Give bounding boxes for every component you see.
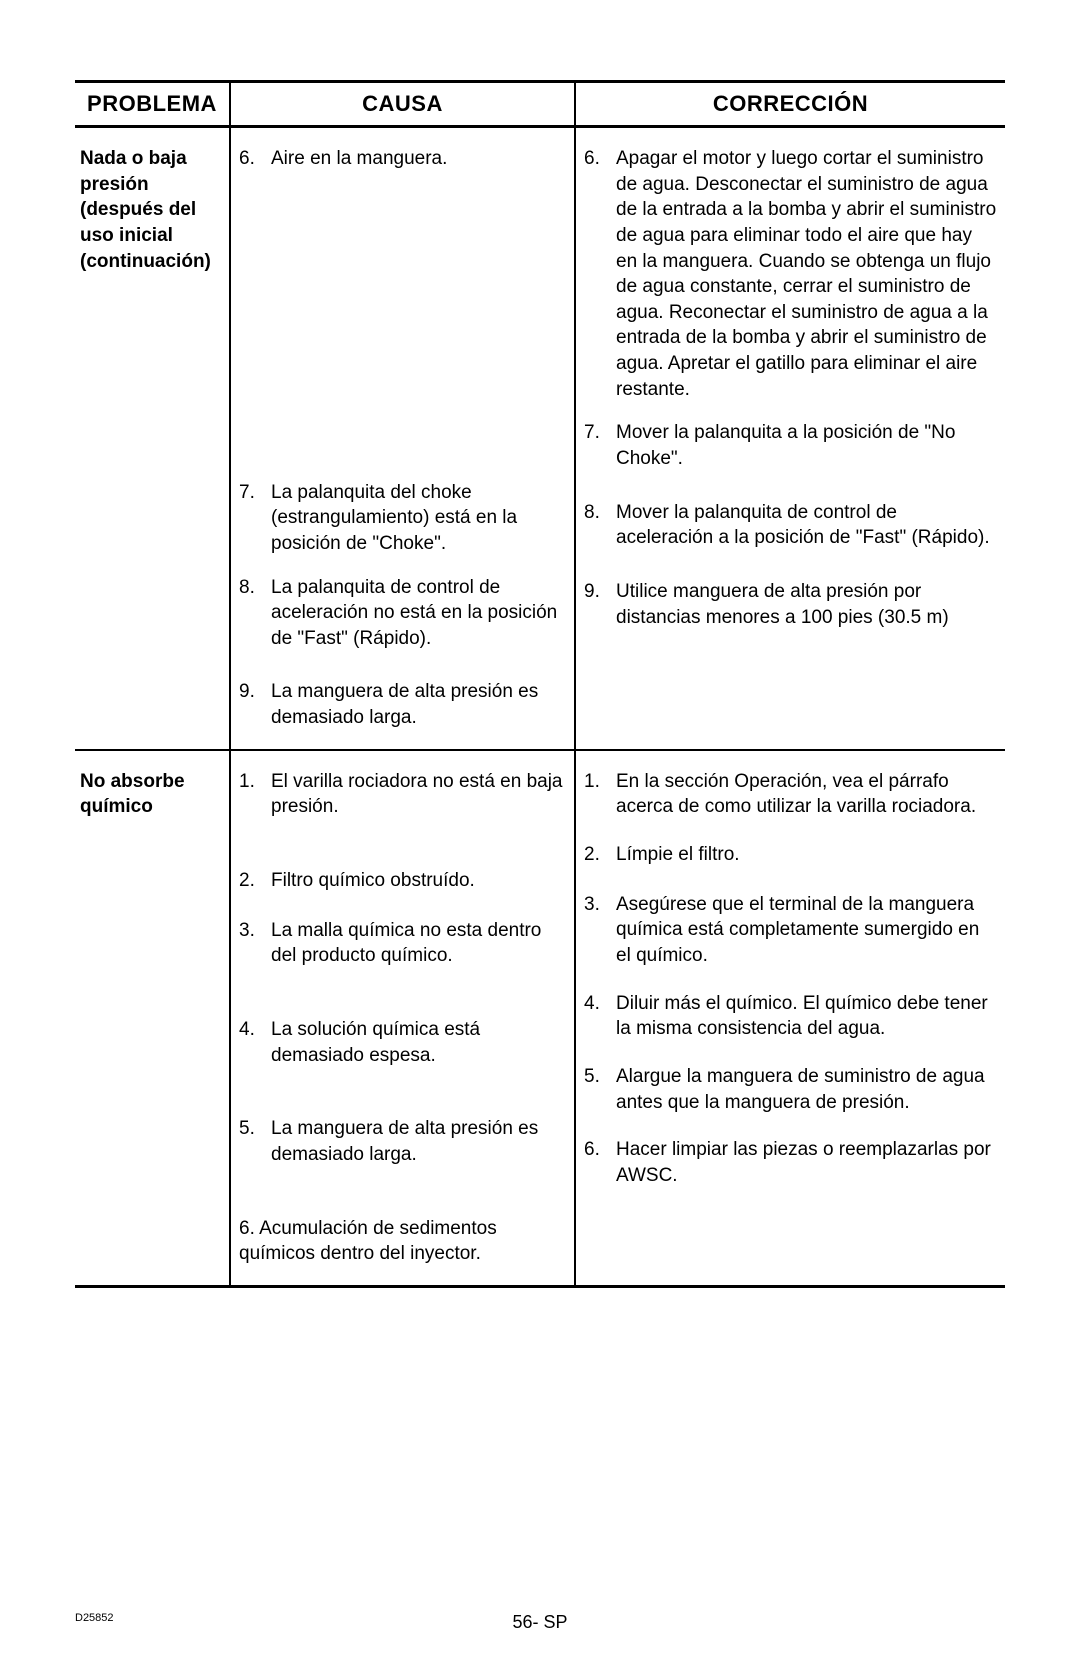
correccion-item: 7. Mover la palanquita a la posición de … bbox=[584, 420, 997, 471]
item-number: 9. bbox=[584, 579, 616, 630]
causa-cell: 1. El varilla rociadora no está en baja … bbox=[230, 750, 575, 1287]
item-text: Utilice manguera de alta presión por dis… bbox=[616, 579, 997, 630]
item-text: Aire en la manguera. bbox=[271, 146, 566, 172]
causa-item: 6. Aire en la manguera. bbox=[239, 146, 566, 172]
item-text: Apagar el motor y luego cortar el sumini… bbox=[616, 146, 997, 402]
item-text: Mover la palanquita a la posición de "No… bbox=[616, 420, 997, 471]
problem-cell: No absorbe químico bbox=[75, 750, 230, 1287]
item-text: La palanquita de control de aceleración … bbox=[271, 575, 566, 652]
item-number: 6. bbox=[584, 1137, 616, 1188]
item-number: 6. bbox=[239, 146, 271, 172]
correccion-item: 5. Alargue la manguera de suministro de … bbox=[584, 1064, 997, 1115]
page-footer: D25852 56- SP bbox=[75, 1612, 1005, 1624]
table-row: Nada o baja presión (después del uso ini… bbox=[75, 127, 1005, 750]
causa-cell: 6. Aire en la manguera. 7. La palanquita… bbox=[230, 127, 575, 750]
document-id: D25852 bbox=[75, 1612, 114, 1624]
item-text: Alargue la manguera de suministro de agu… bbox=[616, 1064, 997, 1115]
problem-cell: Nada o baja presión (después del uso ini… bbox=[75, 127, 230, 750]
item-text: La palanquita del choke (estrangulamient… bbox=[271, 480, 566, 557]
correccion-item: 6. Hacer limpiar las piezas o reemplazar… bbox=[584, 1137, 997, 1188]
causa-item: 6. Acumulación de sedimentos químicos de… bbox=[239, 1216, 566, 1267]
item-number: 1. bbox=[584, 769, 616, 820]
item-number: 1. bbox=[239, 769, 271, 820]
item-text: Acumulación de sedimentos químicos dentr… bbox=[239, 1218, 497, 1265]
item-number: 5. bbox=[584, 1064, 616, 1115]
page-number: 56- SP bbox=[512, 1612, 567, 1633]
item-text: La solución química está demasiado espes… bbox=[271, 1017, 566, 1068]
item-number: 7. bbox=[239, 480, 271, 557]
item-number: 6. bbox=[584, 146, 616, 402]
item-text: La malla química no esta dentro del prod… bbox=[271, 918, 566, 969]
causa-item: 1. El varilla rociadora no está en baja … bbox=[239, 769, 566, 820]
item-number: 8. bbox=[584, 500, 616, 551]
item-text: Límpie el filtro. bbox=[616, 842, 997, 868]
causa-item: 7. La palanquita del choke (estrangulami… bbox=[239, 480, 566, 557]
header-causa: CAUSA bbox=[230, 82, 575, 127]
table-row: No absorbe químico 1. El varilla rociado… bbox=[75, 750, 1005, 1287]
correccion-item: 2. Límpie el filtro. bbox=[584, 842, 997, 868]
item-number: 2. bbox=[584, 842, 616, 868]
correccion-item: 1. En la sección Operación, vea el párra… bbox=[584, 769, 997, 820]
item-text: En la sección Operación, vea el párrafo … bbox=[616, 769, 997, 820]
item-text: Hacer limpiar las piezas o reemplazarlas… bbox=[616, 1137, 997, 1188]
causa-item: 8. La palanquita de control de aceleraci… bbox=[239, 575, 566, 652]
header-correccion: CORRECCIÓN bbox=[575, 82, 1005, 127]
item-number: 4. bbox=[239, 1017, 271, 1068]
item-number: 5. bbox=[239, 1116, 271, 1167]
item-number: 7. bbox=[584, 420, 616, 471]
item-number: 2. bbox=[239, 868, 271, 894]
correccion-item: 6. Apagar el motor y luego cortar el sum… bbox=[584, 146, 997, 402]
item-text: Diluir más el químico. El químico debe t… bbox=[616, 991, 997, 1042]
header-problema: PROBLEMA bbox=[75, 82, 230, 127]
causa-item: 2. Filtro químico obstruído. bbox=[239, 868, 566, 894]
item-number: 9. bbox=[239, 679, 271, 730]
item-number: 6. bbox=[239, 1218, 255, 1239]
item-text: La manguera de alta presión es demasiado… bbox=[271, 1116, 566, 1167]
item-number: 8. bbox=[239, 575, 271, 652]
correccion-item: 4. Diluir más el químico. El químico deb… bbox=[584, 991, 997, 1042]
correccion-cell: 1. En la sección Operación, vea el párra… bbox=[575, 750, 1005, 1287]
causa-item: 5. La manguera de alta presión es demasi… bbox=[239, 1116, 566, 1167]
correccion-cell: 6. Apagar el motor y luego cortar el sum… bbox=[575, 127, 1005, 750]
item-number: 3. bbox=[584, 892, 616, 969]
item-text: Filtro químico obstruído. bbox=[271, 868, 566, 894]
item-text: Mover la palanquita de control de aceler… bbox=[616, 500, 997, 551]
correccion-item: 9. Utilice manguera de alta presión por … bbox=[584, 579, 997, 630]
table-header-row: PROBLEMA CAUSA CORRECCIÓN bbox=[75, 82, 1005, 127]
troubleshooting-table: PROBLEMA CAUSA CORRECCIÓN Nada o baja pr… bbox=[75, 80, 1005, 1288]
item-text: Asegúrese que el terminal de la manguera… bbox=[616, 892, 997, 969]
item-number: 3. bbox=[239, 918, 271, 969]
item-text: El varilla rociadora no está en baja pre… bbox=[271, 769, 566, 820]
item-text: La manguera de alta presión es demasiado… bbox=[271, 679, 566, 730]
causa-item: 4. La solución química está demasiado es… bbox=[239, 1017, 566, 1068]
correccion-item: 8. Mover la palanquita de control de ace… bbox=[584, 500, 997, 551]
item-number: 4. bbox=[584, 991, 616, 1042]
causa-item: 3. La malla química no esta dentro del p… bbox=[239, 918, 566, 969]
correccion-item: 3. Asegúrese que el terminal de la mangu… bbox=[584, 892, 997, 969]
causa-item: 9. La manguera de alta presión es demasi… bbox=[239, 679, 566, 730]
